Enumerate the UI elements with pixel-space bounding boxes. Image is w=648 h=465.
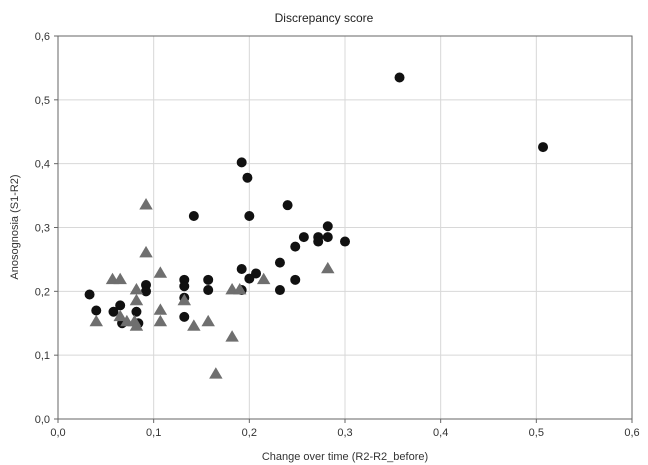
data-point-circle (322, 232, 333, 243)
data-point-triangle (139, 198, 153, 210)
y-tick-label: 0,5 (35, 95, 50, 107)
data-point-circle (274, 257, 285, 268)
data-point-circle (179, 311, 190, 322)
data-point-circle (538, 142, 549, 153)
data-point-circle (141, 286, 152, 297)
data-point-triangle (256, 272, 271, 285)
y-axis-label: Anosognosia (S1-R2) (9, 174, 21, 279)
y-tick-label: 0,4 (35, 159, 50, 171)
data-point-circle (274, 285, 285, 296)
data-point-triangle (113, 309, 127, 322)
data-point-triangle (153, 314, 168, 327)
y-tick-label: 0,3 (35, 223, 50, 235)
data-point-triangle (129, 282, 144, 295)
data-point-triangle (187, 319, 201, 331)
data-point-circle (251, 268, 262, 279)
data-point-circle (339, 236, 350, 247)
data-point-circle (203, 285, 214, 296)
x-tick-label: 0,1 (146, 427, 161, 439)
chart-title: Discrepancy score (275, 11, 374, 25)
x-tick-label: 0,6 (624, 427, 639, 439)
data-point-circle (84, 289, 95, 300)
data-point-circle (179, 281, 190, 292)
data-point-triangle (201, 314, 215, 327)
data-point-triangle (139, 245, 153, 258)
data-point-triangle (177, 293, 192, 306)
x-tick-label: 0,0 (50, 427, 65, 439)
y-tick-label: 0,2 (35, 286, 50, 298)
data-point-triangle (89, 314, 103, 327)
data-point-circle (242, 172, 253, 183)
data-point-triangle (321, 261, 335, 274)
data-point-circle (236, 157, 247, 168)
x-tick-label: 0,4 (433, 427, 448, 439)
data-point-triangle (153, 266, 168, 278)
data-point-triangle (209, 367, 223, 379)
data-point-triangle (129, 293, 144, 306)
data-point-circle (322, 221, 333, 232)
y-tick-label: 0,6 (35, 31, 50, 43)
y-tick-label: 0,0 (35, 414, 50, 426)
tick-layer: 0,0 0,1 0,2 0,3 0,4 0,5 0,6 0,0 0,1 0,2 0,3 0,4 0,5 0… (35, 31, 640, 439)
data-point-circle (188, 211, 199, 222)
data-point-circle (115, 300, 126, 311)
data-point-circle (91, 305, 102, 316)
data-point-triangle (153, 303, 168, 315)
x-tick-label: 0,3 (337, 427, 352, 439)
data-point-circle (244, 211, 255, 222)
grid-layer (58, 36, 632, 419)
y-tick-label: 0,1 (35, 350, 50, 362)
data-point-circle (244, 273, 255, 284)
data-point-circle (394, 72, 405, 83)
data-point-circle (290, 274, 301, 285)
data-point-triangle (129, 319, 144, 331)
data-point-triangle (225, 330, 239, 342)
data-point-circle (282, 200, 293, 211)
data-point-circle (298, 232, 309, 243)
data-point-triangle (233, 282, 247, 295)
data-point-triangle (113, 272, 127, 285)
points-layer (84, 72, 549, 379)
data-point-circle (203, 274, 214, 285)
data-point-circle (236, 263, 247, 274)
data-point-circle (108, 306, 119, 317)
x-tick-label: 0,2 (242, 427, 257, 439)
data-point-circle (131, 306, 142, 317)
x-tick-label: 0,5 (529, 427, 544, 439)
data-point-circle (313, 236, 324, 247)
data-point-circle (290, 241, 301, 252)
x-axis-label: Change over time (R2-R2_before) (262, 451, 428, 463)
